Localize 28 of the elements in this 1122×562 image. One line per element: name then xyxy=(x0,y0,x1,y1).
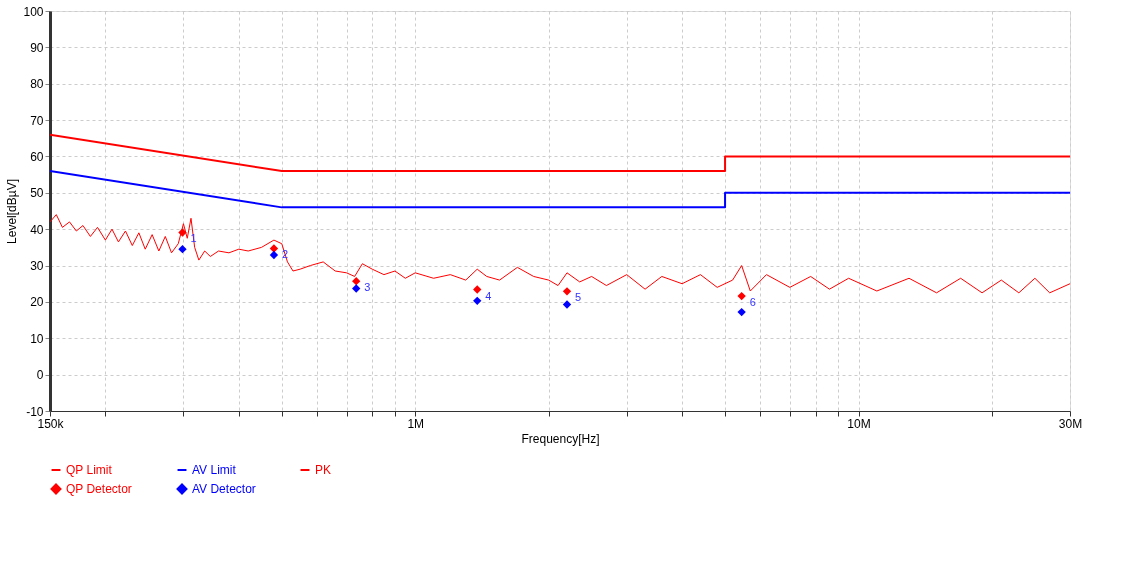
y-tick-label: 0 xyxy=(36,368,44,383)
x-axis-title: Frequency[Hz] xyxy=(521,431,600,446)
y-tick-label: 60 xyxy=(30,149,44,164)
y-tick-label: 30 xyxy=(30,259,44,274)
y-tick-label: 40 xyxy=(30,222,44,237)
legend-label: AV Limit xyxy=(192,463,237,477)
annotation: 5 xyxy=(575,291,582,304)
y-tick-label: 10 xyxy=(30,331,44,346)
legend-label: AV Detector xyxy=(192,482,256,496)
annotation: 1 xyxy=(190,232,197,245)
x-tick-label: 1M xyxy=(407,416,425,431)
annotation: 4 xyxy=(485,289,492,302)
y-tick-label: 80 xyxy=(30,77,44,92)
x-tick-label: 150k xyxy=(37,416,65,431)
y-axis-title: Level[dBµV] xyxy=(5,179,20,244)
y-tick-label: 70 xyxy=(30,113,44,128)
x-tick-label: 10M xyxy=(847,416,871,431)
y-tick-label: 20 xyxy=(30,295,44,310)
y-tick-label: 90 xyxy=(30,40,44,55)
annotation: 6 xyxy=(749,296,756,309)
x-tick-label: 30M xyxy=(1058,416,1083,431)
annotation: 3 xyxy=(364,281,371,294)
legend-label: QP Detector xyxy=(66,482,132,496)
y-tick-label: -10 xyxy=(26,404,44,419)
y-tick-label: 50 xyxy=(30,186,44,201)
legend-label: QP Limit xyxy=(66,463,113,477)
y-tick-label: 100 xyxy=(23,4,44,19)
legend-label: PK xyxy=(315,463,332,477)
